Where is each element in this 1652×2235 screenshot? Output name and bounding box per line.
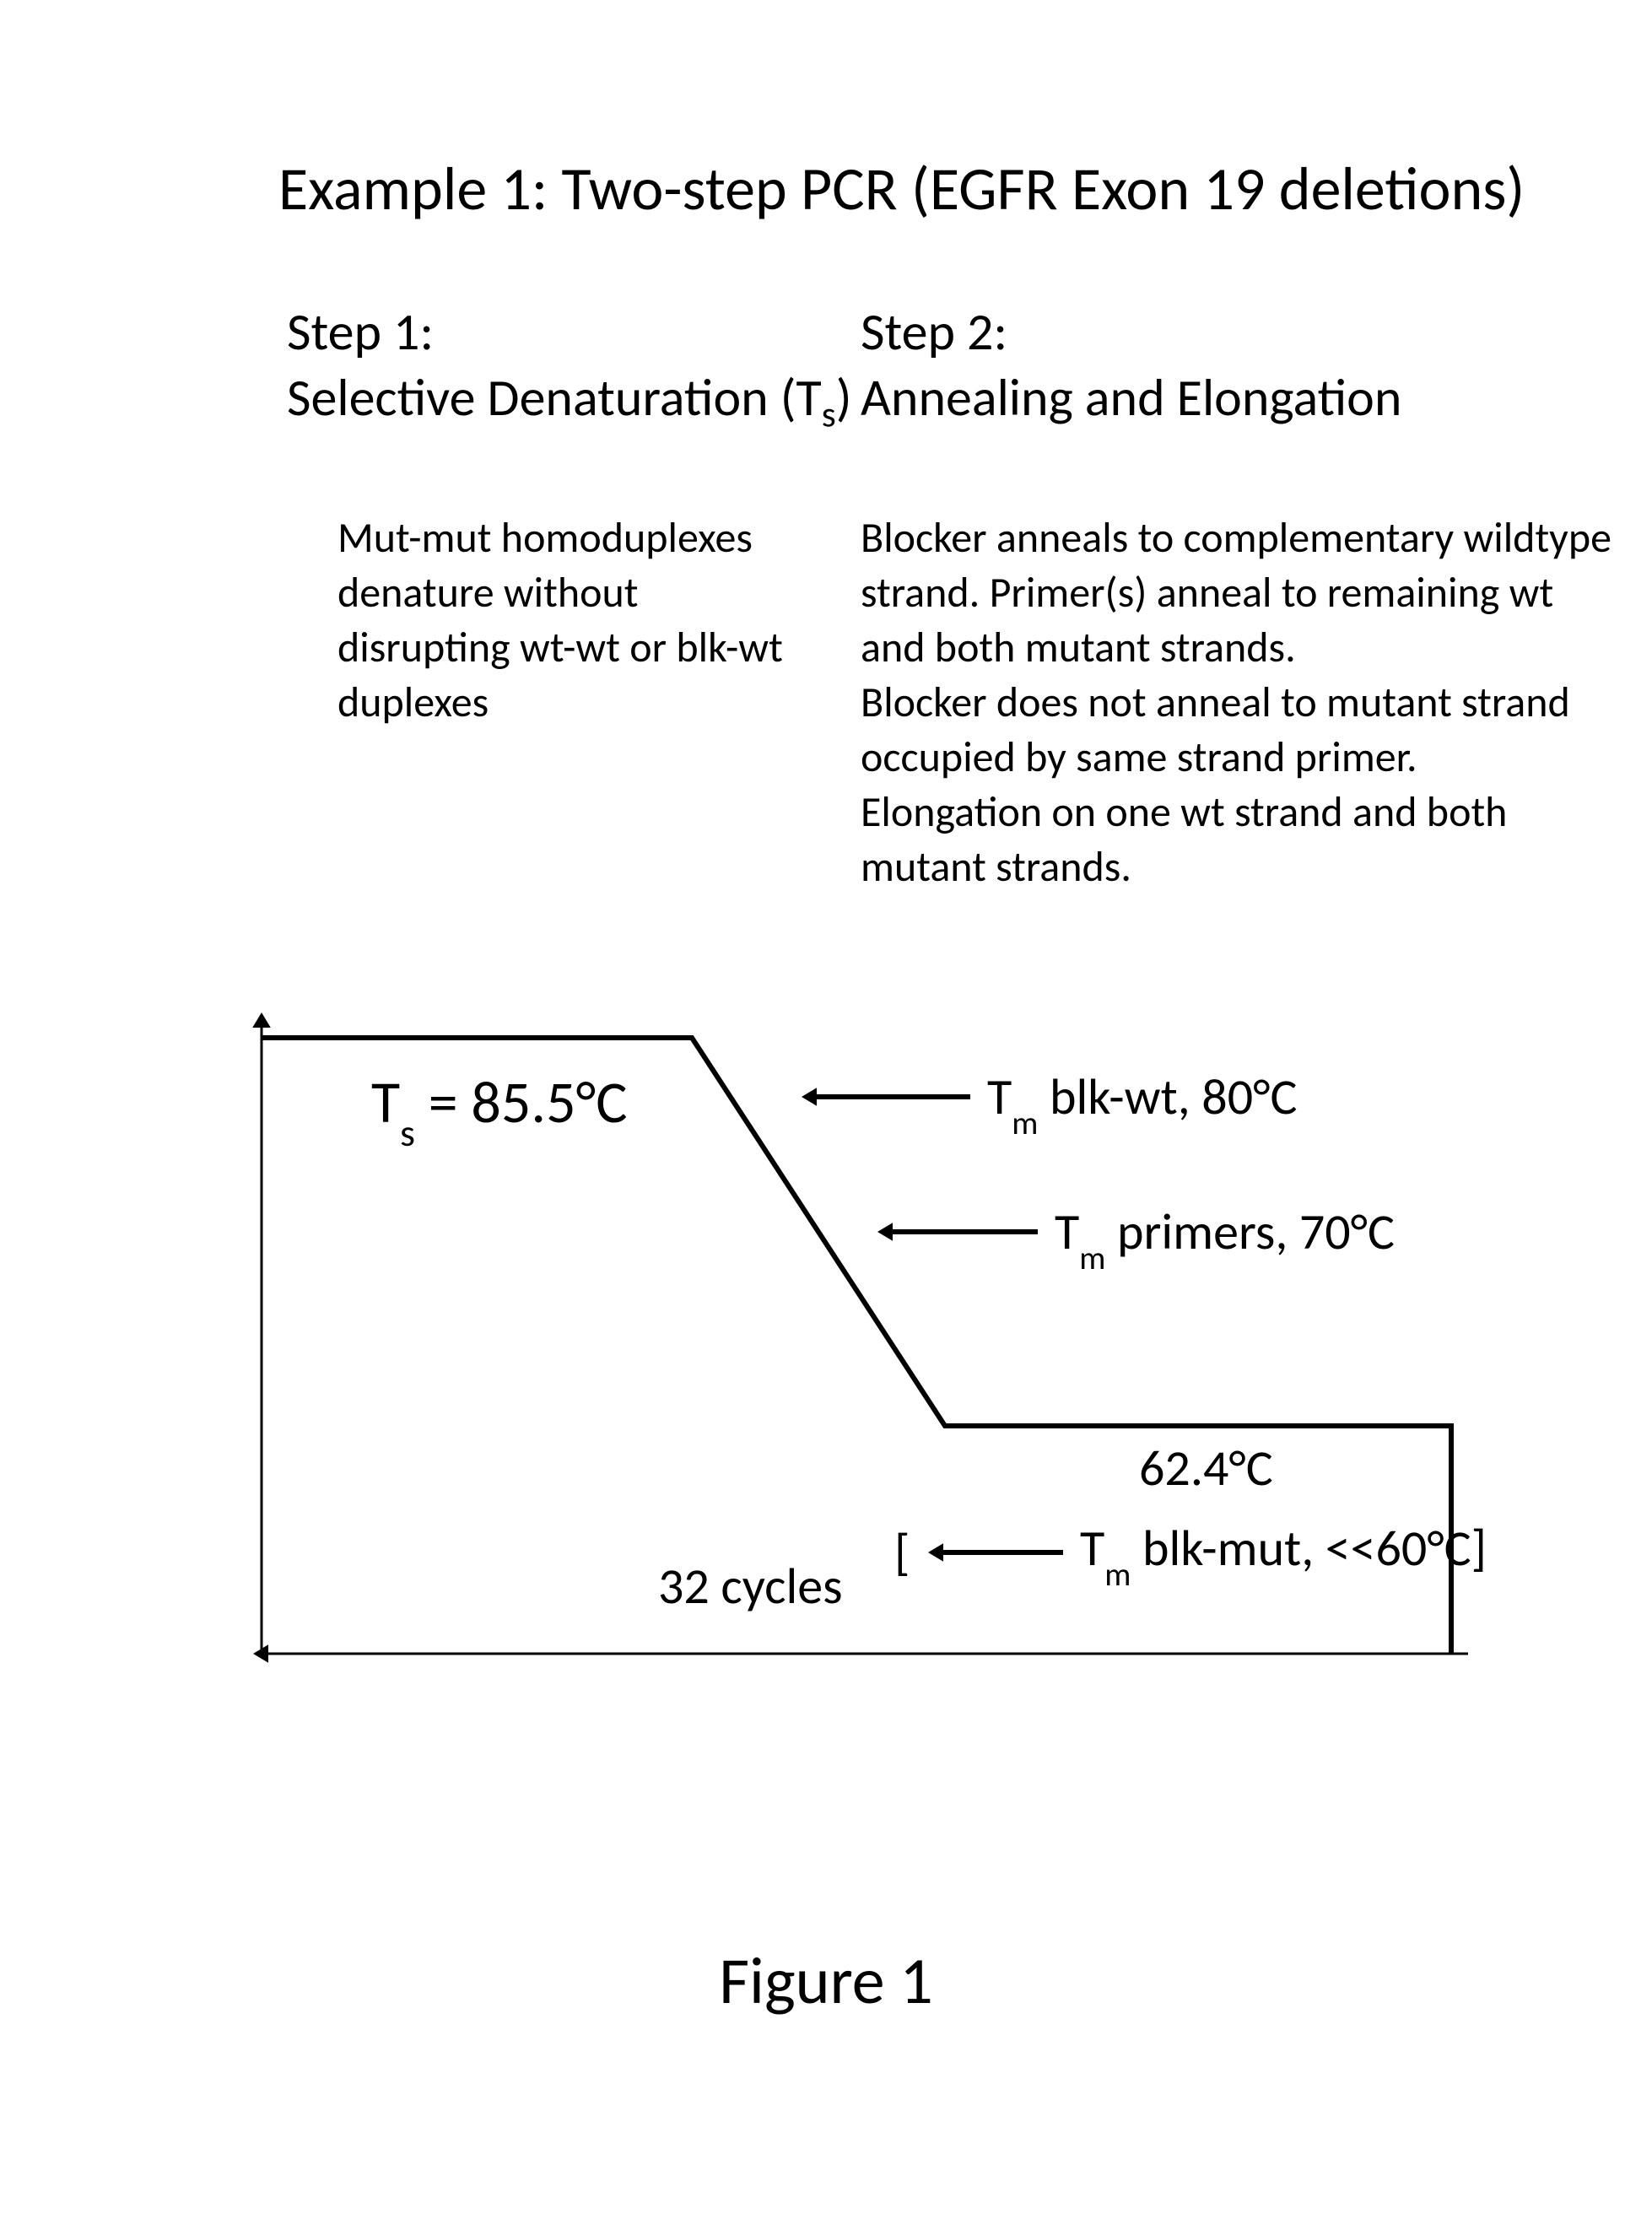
step1-heading: Step 1: Selective Denaturation (Ts): [287, 300, 852, 437]
svg-text:[: [: [894, 1522, 910, 1584]
svg-text:Ts = 85.5°C: Ts = 85.5°C: [371, 1066, 628, 1157]
step1-line2-pre: Selective Denaturation (T: [287, 365, 822, 429]
svg-text:Tm blk-wt, 80°C: Tm blk-wt, 80°C: [987, 1066, 1297, 1143]
step1-line1: Step 1:: [287, 300, 434, 364]
step1-line2-sub: s: [822, 391, 836, 436]
step1-line2-post: ): [836, 365, 852, 429]
step1-body: Mut-mut homoduplexes denature without di…: [337, 510, 810, 730]
page-title: Example 1: Two-step PCR (EGFR Exon 19 de…: [278, 152, 1525, 226]
step2-body: Blocker anneals to complementary wildtyp…: [861, 510, 1620, 894]
figure-label: Figure 1: [0, 1941, 1652, 2021]
step2-heading: Step 2: Annealing and Elongation: [861, 300, 1401, 430]
step2-line1: Step 2:: [861, 300, 1007, 364]
step2-line2: Annealing and Elongation: [861, 365, 1401, 429]
svg-text:32 cycles: 32 cycles: [658, 1556, 843, 1617]
svg-text:62.4°C: 62.4°C: [1139, 1438, 1273, 1499]
svg-text:Tm primers, 70°C: Tm primers, 70°C: [1055, 1201, 1395, 1278]
temperature-profile-chart: Ts = 85.5°C Tm blk-wt, 80°C Tm primers, 70…: [253, 1012, 1561, 1721]
svg-text:Tm blk-mut, <<60°C]: Tm blk-mut, <<60°C]: [1080, 1518, 1487, 1595]
